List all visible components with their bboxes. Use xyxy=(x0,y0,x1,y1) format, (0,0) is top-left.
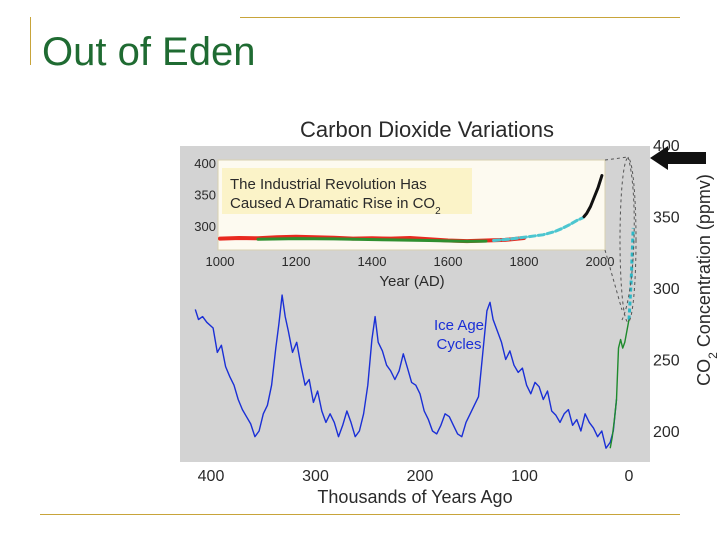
inset-title-line1: The Industrial Revolution Has xyxy=(230,176,427,193)
y-axis-label-subscript: 2 xyxy=(706,352,720,359)
slide-title: Out of Eden xyxy=(42,30,256,74)
inset-series-line-1 xyxy=(256,237,488,243)
main-y-tick-200: 200 xyxy=(653,424,680,441)
main-series-line-2 xyxy=(627,227,635,320)
x-axis-label: Thousands of Years Ago xyxy=(317,487,512,507)
main-series-line-1 xyxy=(609,319,630,449)
inset-title-line2: Caused A Dramatic Rise in CO2 xyxy=(230,195,441,217)
ice-age-annotation-line1: Ice Age xyxy=(434,317,484,334)
inset-title-box xyxy=(222,168,472,214)
main-series-group xyxy=(194,227,635,449)
inset-y-tick-400: 400 xyxy=(194,156,216,171)
ice-age-annotation-line2: Cycles xyxy=(436,336,481,353)
zoom-ellipse xyxy=(619,157,637,323)
inset-title-line2-main: Caused A Dramatic Rise in CO xyxy=(230,195,435,212)
frame-top-line xyxy=(240,17,680,18)
main-y-tick-300: 300 xyxy=(653,281,680,298)
main-series-line-0 xyxy=(194,294,618,449)
y-axis-label-main: CO xyxy=(694,359,714,386)
main-x-tick-400: 400 xyxy=(198,468,225,485)
inset-y-tick-350: 350 xyxy=(194,188,216,203)
inset-x-tick-1600: 1600 xyxy=(434,254,463,269)
main-x-tick-labels: 400 300 200 100 0 xyxy=(198,468,634,485)
inset-y-tick-300: 300 xyxy=(194,219,216,234)
main-x-tick-100: 100 xyxy=(511,468,538,485)
main-y-tick-350: 350 xyxy=(653,210,680,227)
inset-x-tick-1000: 1000 xyxy=(206,254,235,269)
zoom-connector-dashes xyxy=(604,156,635,321)
y-axis-label: CO2 Concentration (ppmv) xyxy=(694,174,720,386)
frame-bottom-line xyxy=(40,514,680,515)
main-y-tick-250: 250 xyxy=(653,353,680,370)
highlight-arrow xyxy=(650,146,706,170)
inset-x-tick-1800: 1800 xyxy=(510,254,539,269)
inset-series-line-3 xyxy=(582,174,604,219)
inset-y-tick-labels: 400 350 300 xyxy=(194,156,216,234)
y-axis-label-rest: Concentration (ppmv) xyxy=(694,174,714,352)
inset-x-tick-1400: 1400 xyxy=(358,254,387,269)
main-x-tick-0: 0 xyxy=(625,468,634,485)
main-x-tick-200: 200 xyxy=(407,468,434,485)
inset-x-tick-1200: 1200 xyxy=(282,254,311,269)
main-x-tick-300: 300 xyxy=(302,468,329,485)
frame-left-line xyxy=(30,17,31,65)
inset-series-group xyxy=(218,174,604,244)
inset-x-axis-label: Year (AD) xyxy=(379,273,444,290)
main-y-tick-labels: 200 250 300 350 400 xyxy=(653,138,680,441)
inset-x-tick-2000: 2000 xyxy=(586,254,615,269)
chart-title: Carbon Dioxide Variations xyxy=(300,117,554,142)
main-y-tick-400: 400 xyxy=(653,138,680,155)
inset-title-subscript: 2 xyxy=(435,206,441,217)
inset-series-line-2 xyxy=(492,216,585,242)
